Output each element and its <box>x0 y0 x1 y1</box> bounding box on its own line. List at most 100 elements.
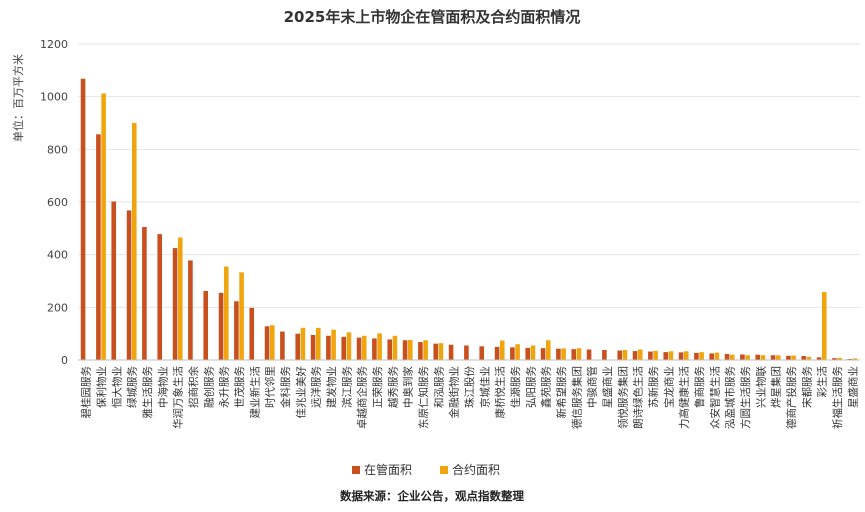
bar-contracted-area <box>622 349 628 360</box>
bar-contracted-area <box>223 266 229 360</box>
bar-contracted-area <box>561 348 566 360</box>
x-tick-label: 领悦服务集团 <box>616 366 629 429</box>
legend-swatch-managed <box>352 466 360 474</box>
bar-contracted-area <box>637 349 643 360</box>
x-tick-label: 星盛商业 <box>601 366 614 408</box>
x-tick-label: 和泓服务 <box>432 366 445 408</box>
x-tick-label: 碧桂园服务 <box>80 366 93 419</box>
legend-label-managed: 在管面积 <box>364 462 412 477</box>
x-tick-label: 招商积余 <box>187 366 200 408</box>
bar-contracted-area <box>699 352 704 360</box>
bar-contracted-area <box>545 340 551 360</box>
legend: 在管面积 合约面积 <box>352 462 500 477</box>
bar-managed-area <box>648 351 653 360</box>
bar-managed-area <box>801 356 807 360</box>
bar-contracted-area <box>515 344 520 360</box>
x-tick-label: 宋都服务 <box>800 366 813 408</box>
bar-managed-area <box>602 349 607 360</box>
x-tick-label: 雅生活服务 <box>141 366 154 419</box>
bar-contracted-area <box>269 325 275 360</box>
y-tick-label: 1000 <box>40 91 68 104</box>
bar-managed-area <box>218 292 224 360</box>
x-tick-label: 鲁商服务 <box>693 366 706 408</box>
bar-managed-area <box>172 248 178 360</box>
x-tick-label: 卓越商企服务 <box>356 366 369 429</box>
x-tick-label: 中海物业 <box>156 366 169 408</box>
bar-managed-area <box>832 358 837 360</box>
bar-managed-area <box>755 354 761 360</box>
bar-managed-area <box>709 353 715 360</box>
bar-contracted-area <box>423 340 428 360</box>
bar-managed-area <box>341 336 347 360</box>
bar-managed-area <box>494 346 500 360</box>
bar-managed-area <box>126 210 132 360</box>
bar-managed-area <box>157 234 163 360</box>
x-tick-label: 世茂服务 <box>233 366 246 408</box>
bar-managed-area <box>556 348 561 360</box>
x-tick-label: 珠江股份 <box>463 366 476 408</box>
bar-managed-area <box>617 350 623 360</box>
x-tick-labels: 碧桂园服务 保利物业 恒大物业 绿城服务 雅生活服务 中海物业 华润万象生活 招商积余 融创服务… <box>80 366 860 429</box>
bar-managed-area <box>571 349 577 360</box>
x-tick-label: 越秀服务 <box>386 366 399 408</box>
y-tick-label: 1200 <box>40 38 68 51</box>
x-tick-label: 永升服务 <box>218 366 231 408</box>
bar-managed-area <box>310 334 316 360</box>
bar-contracted-area <box>315 327 321 360</box>
bar-contracted-area <box>331 329 336 360</box>
bar-managed-area <box>188 260 193 360</box>
x-tick-label: 宝龙商业 <box>662 366 675 408</box>
bar-contracted-area <box>530 345 536 360</box>
bar-managed-area <box>80 78 86 360</box>
bar-contracted-area <box>177 237 183 360</box>
bar-managed-area <box>724 353 730 360</box>
bar-managed-area <box>678 352 684 360</box>
bar-contracted-area <box>392 335 398 360</box>
bar-managed-area <box>479 346 485 360</box>
bar-managed-area <box>510 347 515 360</box>
bar-managed-area <box>740 354 745 360</box>
x-tick-label: 华润万象生活 <box>172 366 185 429</box>
bar-contracted-area <box>101 93 106 360</box>
bar-managed-area <box>786 355 791 360</box>
bar-managed-area <box>694 352 699 360</box>
bar-contracted-area <box>407 339 413 360</box>
y-tick-label: 800 <box>47 143 68 156</box>
x-tick-label: 东原仁知服务 <box>417 366 430 429</box>
x-tick-label: 鑫苑服务 <box>540 366 553 408</box>
y-tick-label: 200 <box>47 301 68 314</box>
x-tick-label: 德商产投服务 <box>785 366 798 429</box>
bar-managed-area <box>448 344 454 360</box>
x-tick-label: 兴业物联 <box>754 366 767 408</box>
bar-managed-area <box>234 301 239 360</box>
bar-managed-area <box>295 333 301 360</box>
bar-contracted-area <box>806 356 812 360</box>
bar-contracted-area <box>760 355 766 360</box>
bar-contracted-area <box>361 335 367 360</box>
bar-contracted-area <box>346 332 352 360</box>
bar-managed-area <box>280 331 285 360</box>
chart-title: 2025年末上市物企在管面积及合约面积情况 <box>284 8 581 26</box>
x-tick-label: 远洋服务 <box>310 366 323 408</box>
bar-contracted-area <box>131 123 137 360</box>
bar-managed-area <box>203 291 209 360</box>
x-tick-label: 京城佳业 <box>478 366 491 408</box>
grid-lines <box>78 43 860 308</box>
x-tick-label: 新希望服务 <box>555 366 568 419</box>
x-tick-label: 彩生活 <box>816 366 829 398</box>
bar-contracted-area <box>745 355 750 360</box>
x-tick-label: 建业新生活 <box>248 366 261 419</box>
x-tick-label: 众安智慧生活 <box>708 366 721 429</box>
data-source: 数据来源：企业公告，观点指数整理 <box>340 489 524 503</box>
bar-managed-area <box>387 339 393 360</box>
bar-contracted-area <box>852 358 858 360</box>
x-tick-label: 祈福生活服务 <box>831 366 844 429</box>
bar-managed-area <box>847 358 853 360</box>
x-tick-label: 德信服务集团 <box>570 366 583 429</box>
bar-managed-area <box>356 337 362 360</box>
bar-contracted-area <box>377 333 382 360</box>
x-tick-label: 星盛商业 <box>846 366 859 408</box>
bar-contracted-area <box>837 357 842 360</box>
bar-contracted-area <box>438 343 444 360</box>
bar-contracted-area <box>683 351 689 360</box>
